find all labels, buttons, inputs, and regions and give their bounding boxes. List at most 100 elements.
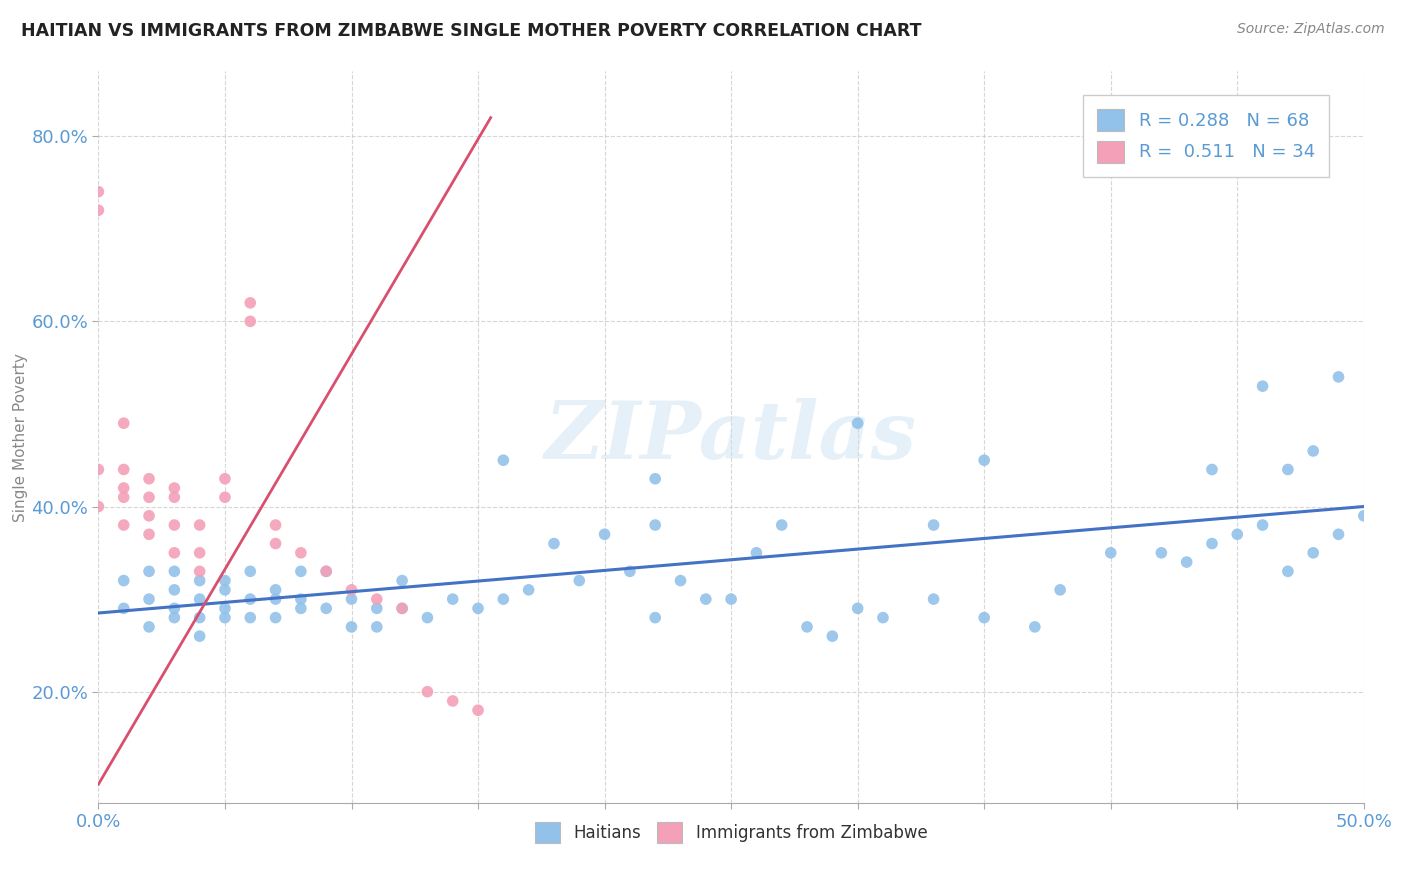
- Point: [138, 565, 160, 579]
- Point: [340, 582, 363, 597]
- Point: [239, 610, 262, 624]
- Point: [568, 574, 591, 588]
- Legend: Haitians, Immigrants from Zimbabwe: Haitians, Immigrants from Zimbabwe: [529, 815, 934, 849]
- Point: [644, 518, 666, 533]
- Point: [517, 582, 540, 597]
- Point: [1277, 462, 1299, 476]
- Point: [138, 508, 160, 523]
- Point: [239, 592, 262, 607]
- Point: [188, 629, 211, 643]
- Point: [467, 703, 489, 717]
- Point: [391, 601, 413, 615]
- Point: [1150, 546, 1173, 560]
- Point: [669, 574, 692, 588]
- Point: [188, 610, 211, 624]
- Point: [138, 592, 160, 607]
- Point: [770, 518, 793, 533]
- Point: [796, 620, 818, 634]
- Point: [214, 582, 236, 597]
- Point: [720, 592, 742, 607]
- Point: [112, 481, 135, 495]
- Point: [239, 314, 262, 328]
- Point: [163, 582, 186, 597]
- Point: [492, 453, 515, 467]
- Point: [188, 518, 211, 533]
- Point: [1049, 582, 1071, 597]
- Point: [973, 610, 995, 624]
- Point: [188, 592, 211, 607]
- Point: [112, 490, 135, 504]
- Point: [1226, 527, 1249, 541]
- Point: [214, 490, 236, 504]
- Point: [138, 527, 160, 541]
- Point: [163, 610, 186, 624]
- Point: [188, 574, 211, 588]
- Point: [1201, 462, 1223, 476]
- Text: HAITIAN VS IMMIGRANTS FROM ZIMBABWE SINGLE MOTHER POVERTY CORRELATION CHART: HAITIAN VS IMMIGRANTS FROM ZIMBABWE SING…: [21, 22, 921, 40]
- Point: [492, 592, 515, 607]
- Point: [112, 601, 135, 615]
- Point: [745, 546, 768, 560]
- Point: [163, 518, 186, 533]
- Point: [922, 518, 945, 533]
- Point: [973, 453, 995, 467]
- Point: [1327, 527, 1350, 541]
- Point: [416, 610, 439, 624]
- Point: [239, 295, 262, 310]
- Point: [188, 546, 211, 560]
- Point: [846, 601, 869, 615]
- Point: [264, 536, 287, 550]
- Point: [112, 416, 135, 430]
- Point: [87, 185, 110, 199]
- Point: [441, 694, 464, 708]
- Point: [922, 592, 945, 607]
- Point: [416, 684, 439, 698]
- Point: [138, 472, 160, 486]
- Y-axis label: Single Mother Poverty: Single Mother Poverty: [13, 352, 28, 522]
- Point: [264, 582, 287, 597]
- Text: ZIPatlas: ZIPatlas: [546, 399, 917, 475]
- Point: [619, 565, 641, 579]
- Point: [1099, 546, 1122, 560]
- Point: [340, 592, 363, 607]
- Point: [290, 565, 312, 579]
- Point: [366, 620, 388, 634]
- Point: [87, 203, 110, 218]
- Point: [188, 565, 211, 579]
- Point: [366, 601, 388, 615]
- Point: [593, 527, 616, 541]
- Point: [138, 620, 160, 634]
- Point: [644, 610, 666, 624]
- Point: [290, 546, 312, 560]
- Point: [264, 592, 287, 607]
- Point: [1251, 379, 1274, 393]
- Point: [87, 500, 110, 514]
- Point: [340, 620, 363, 634]
- Point: [644, 472, 666, 486]
- Point: [163, 601, 186, 615]
- Text: Source: ZipAtlas.com: Source: ZipAtlas.com: [1237, 22, 1385, 37]
- Point: [1024, 620, 1046, 634]
- Point: [467, 601, 489, 615]
- Point: [214, 610, 236, 624]
- Point: [214, 574, 236, 588]
- Point: [264, 518, 287, 533]
- Point: [1277, 565, 1299, 579]
- Point: [163, 490, 186, 504]
- Point: [391, 601, 413, 615]
- Point: [1327, 370, 1350, 384]
- Point: [112, 462, 135, 476]
- Point: [695, 592, 717, 607]
- Point: [214, 472, 236, 486]
- Point: [290, 601, 312, 615]
- Point: [1201, 536, 1223, 550]
- Point: [163, 546, 186, 560]
- Point: [264, 610, 287, 624]
- Point: [112, 518, 135, 533]
- Point: [1302, 444, 1324, 458]
- Point: [366, 592, 388, 607]
- Point: [315, 565, 337, 579]
- Point: [1251, 518, 1274, 533]
- Point: [391, 574, 413, 588]
- Point: [239, 565, 262, 579]
